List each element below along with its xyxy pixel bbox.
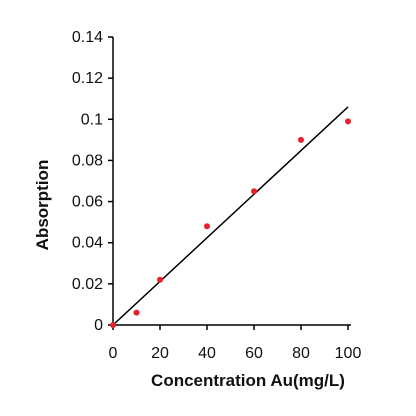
y-tick-label: 0.08 [72, 152, 103, 169]
y-tick-label: 0.1 [81, 111, 103, 128]
y-tick-label: 0.14 [72, 29, 103, 46]
x-tick-label: 80 [292, 345, 310, 362]
x-tick-label: 60 [245, 345, 263, 362]
y-tick-label: 0.04 [72, 235, 103, 252]
y-tick-label: 0 [94, 317, 103, 334]
tick-labels: 0 0.02 0.04 0.06 0.08 0.1 0.12 0.14 0 20 40 60 80 100 [72, 29, 362, 362]
data-point [157, 276, 163, 283]
data-point [298, 136, 304, 143]
y-tick-label: 0.06 [72, 194, 103, 211]
data-point [110, 322, 116, 328]
y-tick-label: 0.12 [72, 70, 103, 87]
x-tick-label: 100 [335, 345, 362, 362]
x-axis-title: Concentration Au(mg/L) [151, 371, 345, 390]
data-point [204, 223, 210, 230]
data-points [110, 118, 351, 328]
x-tick-label: 40 [198, 345, 216, 362]
data-point [251, 188, 257, 195]
y-axis-title: Absorption [33, 160, 52, 251]
data-point [133, 309, 140, 316]
fit-line [112, 106, 349, 326]
data-point [345, 118, 351, 125]
y-tick-label: 0.02 [72, 276, 103, 293]
axes [108, 36, 351, 330]
fit-line-group [112, 106, 349, 326]
x-tick-label: 0 [109, 345, 118, 362]
x-tick-label: 20 [151, 345, 169, 362]
